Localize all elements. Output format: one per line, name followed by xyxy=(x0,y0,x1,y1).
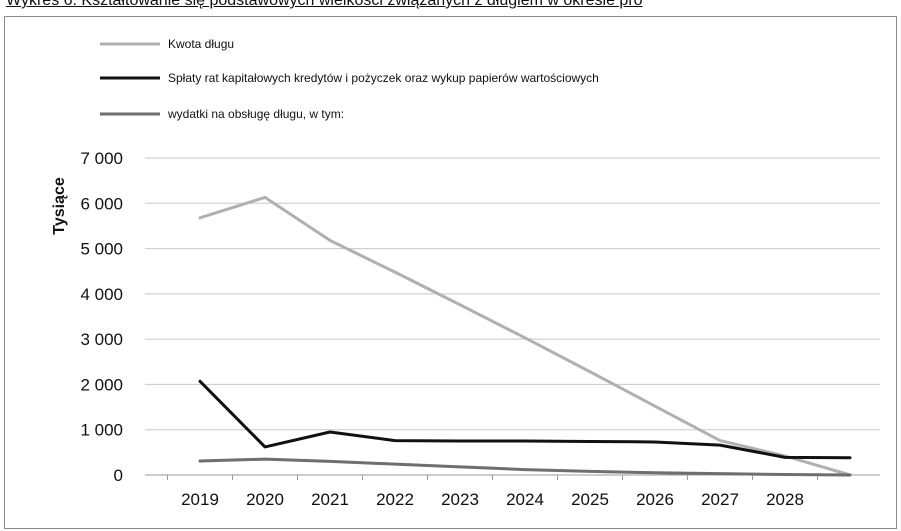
x-tick-label: 2028 xyxy=(766,490,804,509)
y-tick-label: 7 000 xyxy=(80,149,123,168)
legend-label-3: wydatki na obsługę długu, w tym: xyxy=(167,107,344,121)
y-tick-label: 5 000 xyxy=(80,240,123,259)
series-line-1 xyxy=(198,195,852,477)
x-tick-label: 2021 xyxy=(311,490,349,509)
x-tick-label: 2020 xyxy=(246,490,284,509)
series-line-3 xyxy=(198,457,852,477)
y-tick-label: 1 000 xyxy=(80,421,123,440)
x-tick-label: 2026 xyxy=(636,490,674,509)
x-tick-label: 2019 xyxy=(181,490,219,509)
figure-caption: Wykres 6. Kształtowanie się podstawowych… xyxy=(6,0,643,9)
y-axis-label: Tysiące xyxy=(51,177,68,235)
x-tick-label: 2024 xyxy=(506,490,544,509)
legend-label-2: Spłaty rat kapitałowych kredytów i pożyc… xyxy=(168,71,599,85)
series-line-2 xyxy=(198,379,852,460)
y-tick-label: 4 000 xyxy=(80,285,123,304)
y-tick-label: 6 000 xyxy=(80,194,123,213)
y-tick-label: 3 000 xyxy=(80,330,123,349)
chart-frame xyxy=(4,16,897,529)
series-lines xyxy=(198,195,852,477)
x-tick-label: 2025 xyxy=(571,490,609,509)
legend-label-1: Kwota długu xyxy=(168,37,234,51)
legend: Kwota długu Spłaty rat kapitałowych kredy… xyxy=(100,37,599,121)
x-tick-label: 2022 xyxy=(376,490,414,509)
grid-lines xyxy=(145,157,880,431)
y-tick-label: 0 xyxy=(114,466,123,485)
x-tick-label: 2027 xyxy=(701,490,739,509)
y-tick-label: 2 000 xyxy=(80,375,123,394)
x-tick-label: 2023 xyxy=(441,490,479,509)
